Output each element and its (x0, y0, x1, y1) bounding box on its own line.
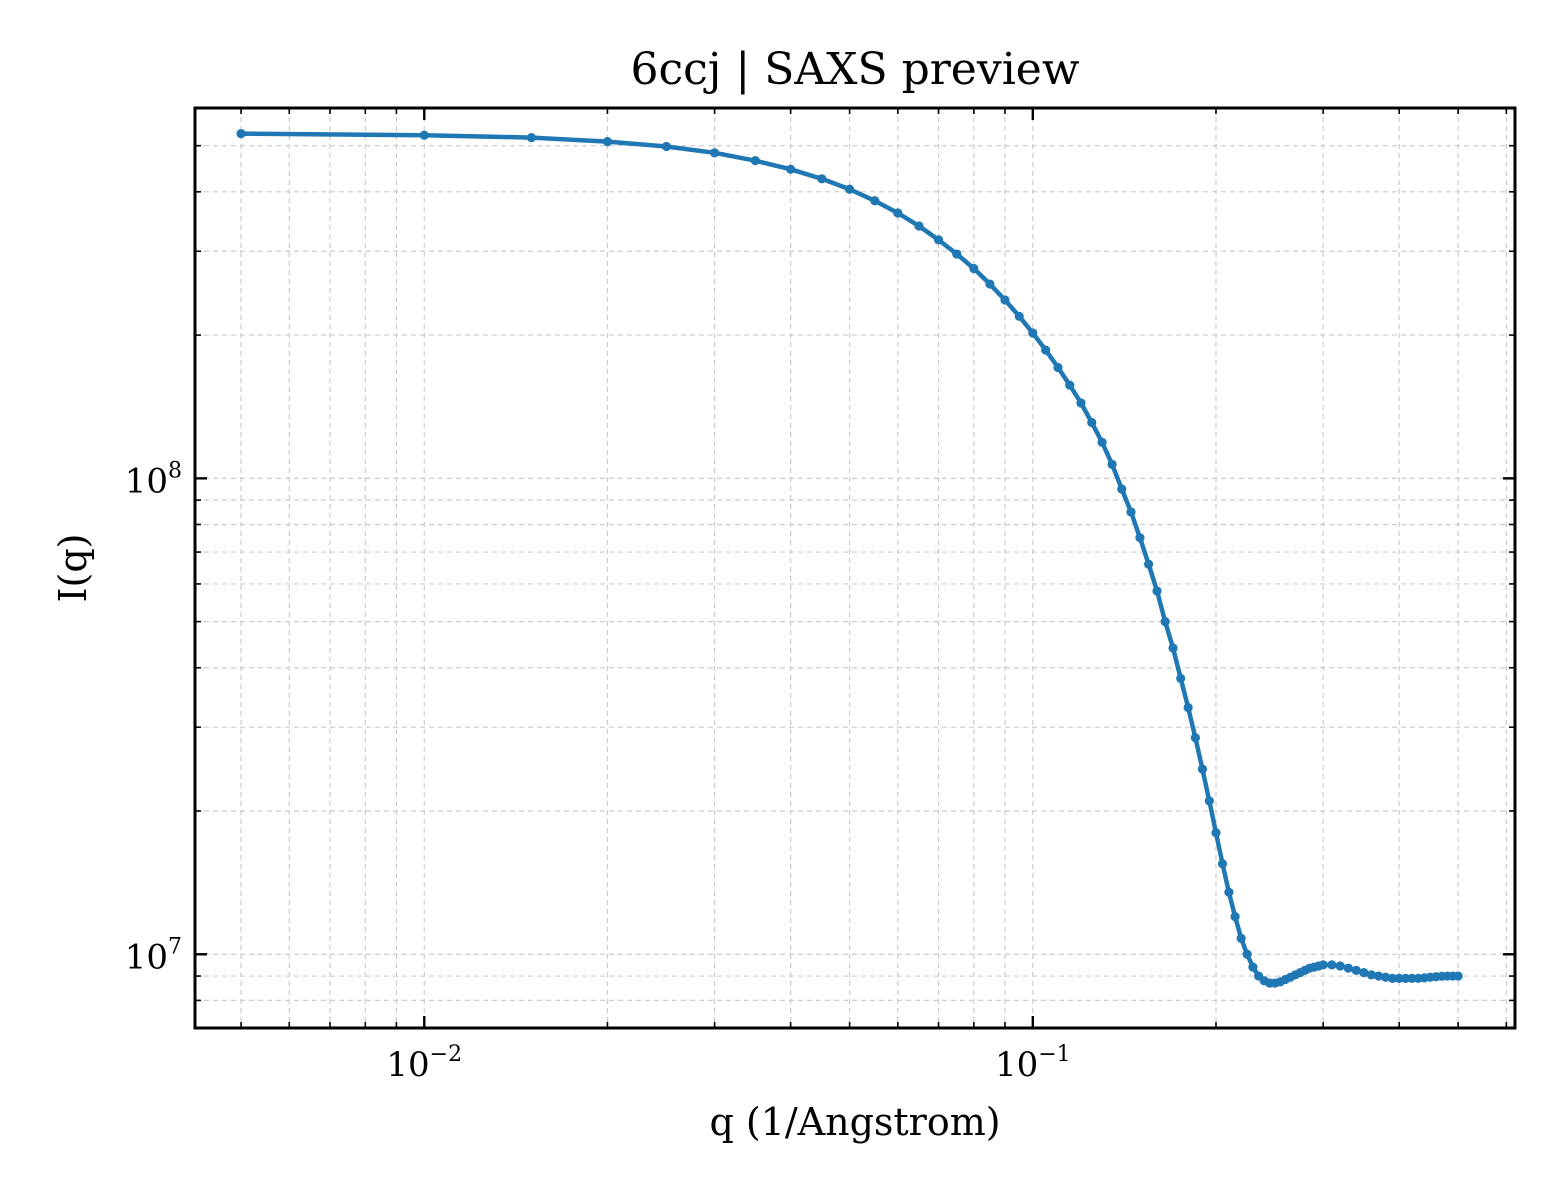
data-point (1248, 962, 1258, 972)
data-point (1204, 796, 1214, 806)
data-point (1160, 617, 1170, 627)
data-point (1335, 961, 1345, 971)
data-point (893, 208, 903, 218)
data-point (786, 164, 796, 174)
y-axis-label: I(q) (51, 534, 95, 603)
data-point (1190, 733, 1200, 743)
data-point (933, 235, 944, 245)
data-point (1366, 970, 1376, 980)
data-point (236, 129, 246, 139)
data-series (236, 129, 1463, 988)
data-point (1217, 859, 1228, 869)
data-point (419, 130, 429, 140)
y-tick-label: 107 (125, 934, 182, 977)
data-point (817, 174, 827, 184)
data-point (1135, 533, 1145, 543)
data-point (914, 221, 924, 231)
data-point (1453, 971, 1463, 981)
data-point (1014, 311, 1024, 321)
data-point (1242, 949, 1252, 959)
data-point (1343, 963, 1353, 973)
data-point (1351, 965, 1361, 975)
data-point (969, 263, 979, 274)
data-point (1183, 702, 1193, 713)
data-point (1000, 295, 1010, 305)
x-tick-label: 10−2 (386, 1042, 462, 1085)
y-tick-label: 108 (125, 458, 182, 501)
x-axis-label: q (1/Angstrom) (709, 1100, 1000, 1144)
data-point (870, 196, 880, 206)
data-point (845, 184, 855, 194)
data-point (952, 249, 962, 259)
data-point (1373, 971, 1384, 981)
data-point (1387, 973, 1398, 983)
data-point (1197, 764, 1208, 774)
data-point (1401, 973, 1411, 983)
data-point (1097, 437, 1107, 447)
data-point (1211, 828, 1221, 838)
data-point (1087, 417, 1097, 428)
data-point (1359, 968, 1369, 978)
data-point (1224, 887, 1234, 897)
data-point (985, 279, 995, 289)
data-point (1117, 484, 1127, 494)
chart-title: 6ccj | SAXS preview (631, 44, 1080, 95)
data-point (1107, 459, 1117, 469)
grid (195, 107, 1515, 1029)
data-point (602, 136, 613, 147)
data-point (1168, 643, 1178, 653)
data-point (1053, 362, 1063, 373)
tick-labels: 10−2 10−1 107 108 (125, 458, 1071, 1085)
x-tick-label: 10−1 (995, 1042, 1071, 1085)
data-point (1065, 380, 1075, 390)
data-point (1236, 933, 1246, 943)
data-point (1041, 345, 1051, 355)
data-point (750, 156, 760, 166)
plot-frame (193, 106, 1517, 1030)
data-point (710, 148, 720, 158)
data-point (1076, 398, 1086, 408)
data-point (1230, 911, 1240, 922)
data-point (1176, 673, 1186, 683)
data-point (1126, 507, 1136, 517)
data-point (1394, 973, 1404, 983)
data-point (1144, 559, 1154, 569)
data-point (1028, 328, 1038, 338)
data-point (526, 132, 537, 143)
data-point (1327, 960, 1337, 970)
data-point (661, 141, 672, 152)
data-point (1318, 960, 1328, 970)
data-point (1152, 586, 1162, 596)
axis-ticks (195, 107, 1515, 1029)
data-point (1381, 972, 1391, 982)
